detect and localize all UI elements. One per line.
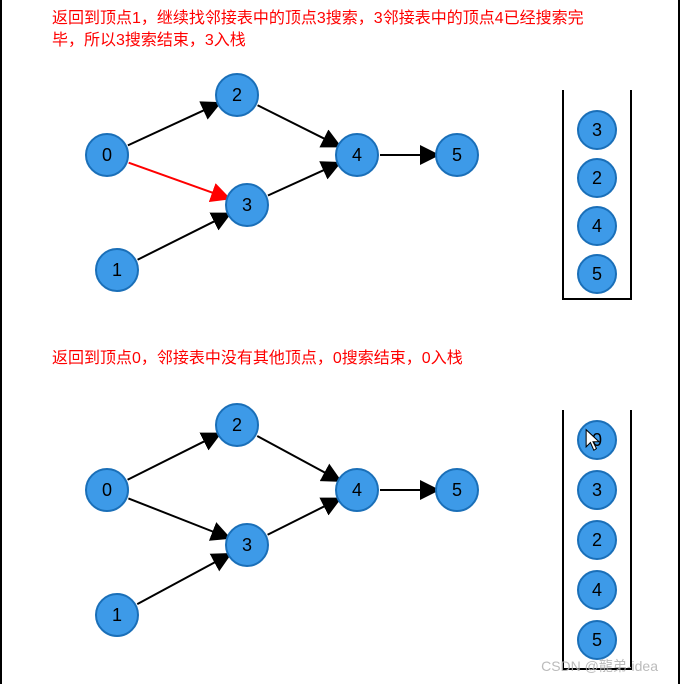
graph-diagram: 0 1 2 3 4 5 [62,60,502,290]
graph-node-label: 0 [102,145,112,165]
edge-1-3 [138,217,223,260]
panel-caption: 返回到顶点1，继续找邻接表中的顶点3搜索，3邻接表中的顶点4已经搜索完毕，所以3… [52,8,612,53]
edge-3-4 [268,502,333,535]
edge-2-4 [257,436,333,477]
edge-1-3 [137,558,223,604]
graph-node-label: 5 [452,480,462,500]
graph-node-label: 2 [232,85,242,105]
edge-3-4 [268,166,332,195]
edge-2-4 [258,105,333,143]
stack-item-2: 2 [577,520,617,560]
graph-diagram: 0 1 2 3 4 5 [62,390,502,640]
graph-node-label: 5 [452,145,462,165]
graph-node-label: 1 [112,260,122,280]
watermark-text: CSDN @龍弟-idea [541,656,658,676]
stack-container: 3 2 4 5 [562,90,632,300]
graph-node-label: 4 [352,145,362,165]
edge-0-3 [128,498,221,535]
stack-item-5: 5 [577,254,617,294]
stack-item-3: 3 [577,110,617,150]
stack-container: 0 3 2 4 5 [562,410,632,670]
edge-0-2 [128,437,213,480]
stack-item-4: 4 [577,570,617,610]
graph-node-label: 2 [232,415,242,435]
stack-item-3: 3 [577,470,617,510]
graph-node-label: 1 [112,605,122,625]
stack-item-0: 0 [577,420,617,460]
stack-item-5: 5 [577,620,617,660]
stack-item-2: 2 [577,158,617,198]
edge-0-2 [128,106,213,145]
graph-node-label: 0 [102,480,112,500]
graph-node-label: 3 [242,195,252,215]
graph-node-label: 4 [352,480,362,500]
stack-item-4: 4 [577,206,617,246]
panel-caption: 返回到顶点0，邻接表中没有其他顶点，0搜索结束，0入栈 [52,348,612,370]
page-root: 返回到顶点1，继续找邻接表中的顶点3搜索，3邻接表中的顶点4已经搜索完毕，所以3… [0,0,680,684]
graph-node-label: 3 [242,535,252,555]
edge-0-3 [129,163,222,196]
